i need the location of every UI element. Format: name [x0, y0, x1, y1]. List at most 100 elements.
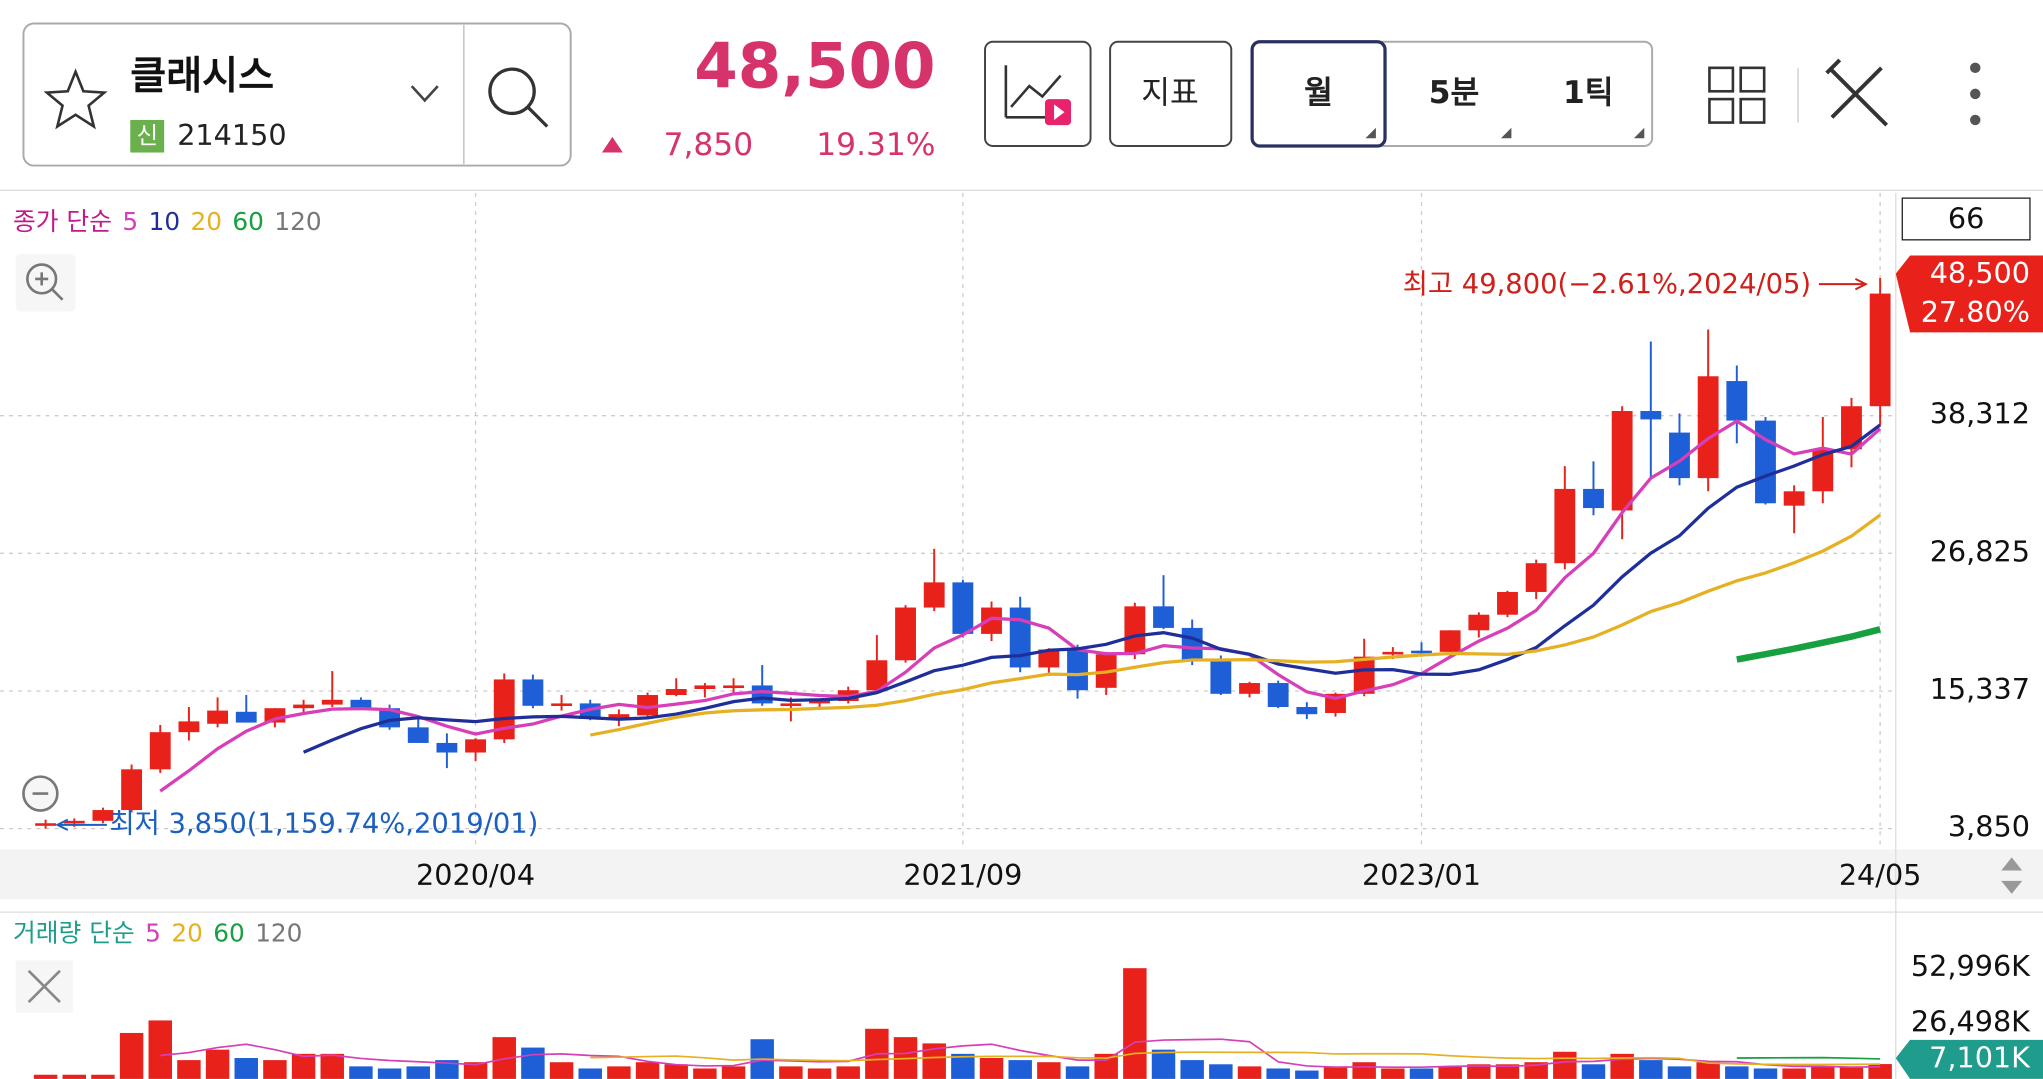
candle-body: [637, 695, 658, 716]
corner-marks: [1365, 127, 1645, 139]
legend-period: 5: [145, 918, 161, 947]
candle-body: [1124, 606, 1146, 655]
last-price-tag: [1895, 255, 2043, 333]
x-tick-label: 2021/09: [903, 858, 1022, 892]
volume-bar: [607, 1066, 631, 1079]
volume-bar: [836, 1066, 860, 1079]
volume-bar: [177, 1060, 201, 1079]
month-button[interactable]: [1250, 40, 1387, 148]
candle-body: [751, 685, 773, 704]
legend-period: 120: [255, 918, 302, 947]
month-label: 월: [1304, 75, 1333, 111]
volume-bar: [807, 1068, 832, 1079]
legend-label: 종가 단순: [13, 207, 112, 236]
candle-body: [350, 699, 372, 709]
volume-ma: [160, 1038, 1881, 1069]
candle-body: [1841, 406, 1862, 450]
candle-body: [1812, 449, 1834, 492]
legend-period: 20: [191, 207, 223, 236]
y-tick-label: 15,337: [1930, 672, 2030, 706]
candle-body: [1497, 591, 1518, 615]
volume-bar: [664, 1064, 688, 1079]
candle-body: [1411, 650, 1432, 654]
candle-body: [1181, 627, 1203, 662]
close-volume[interactable]: [15, 960, 73, 1013]
layout-icon[interactable]: [1708, 66, 1766, 124]
zoom-out[interactable]: [22, 775, 59, 812]
volume-bar: [1065, 1066, 1090, 1079]
volume-bar: [1639, 1060, 1663, 1079]
x-axis-band: [0, 849, 2043, 900]
current-price: 48,500: [694, 30, 935, 103]
volume-bar: [62, 1074, 86, 1079]
legend-period: 60: [213, 918, 244, 947]
candle-body: [235, 711, 257, 723]
candle-body: [923, 582, 945, 608]
volume-bar: [1323, 1066, 1348, 1079]
volume-bar: [1839, 1066, 1864, 1079]
candle-body: [1153, 606, 1174, 628]
candle-body: [1869, 293, 1891, 407]
volume-bar: [1782, 1068, 1806, 1079]
favorite-icon[interactable]: [43, 68, 108, 130]
volume-bar: [1295, 1070, 1319, 1079]
scale-toggle[interactable]: [2001, 857, 2023, 894]
volume-bar: [1753, 1068, 1778, 1079]
candle-body: [1267, 683, 1289, 707]
candle-body: [149, 732, 171, 770]
min5-label: 5분: [1429, 75, 1480, 111]
x-tick-label: 2020/04: [416, 858, 535, 892]
volume-last-label: 7,101K: [1929, 1040, 2031, 1074]
volume-bar: [320, 1053, 344, 1079]
volume-bar: [1524, 1062, 1548, 1079]
count-box[interactable]: [1901, 197, 2031, 241]
volume-ma: [1736, 1056, 1881, 1060]
volume-bar: [1553, 1051, 1577, 1079]
indicator-button[interactable]: [1109, 40, 1233, 147]
more-icon[interactable]: [1970, 62, 1981, 126]
volume-bar: [521, 1047, 545, 1079]
volume-bar: [979, 1058, 1004, 1079]
play-tri: [1054, 104, 1065, 120]
volume-bar: [234, 1058, 258, 1079]
volume-bar: [33, 1074, 58, 1079]
zoom-in[interactable]: [15, 254, 76, 312]
volume-bar: [119, 1032, 144, 1079]
candle-body: [866, 660, 888, 691]
badge-bg: [130, 119, 165, 153]
tools-icon[interactable]: [1825, 58, 1889, 127]
candle-body: [207, 710, 229, 724]
candle-body: [1439, 630, 1461, 652]
up-arrow: [601, 136, 623, 153]
volume-bar: [1696, 1062, 1720, 1079]
candle-body: [1697, 376, 1719, 479]
volume-bar: [349, 1066, 373, 1079]
candle-body: [1067, 649, 1088, 691]
candle-body: [493, 679, 515, 740]
volume-bar: [549, 1062, 574, 1079]
y-tick-label: 3,850: [1948, 810, 2030, 844]
candle-body: [1640, 411, 1662, 420]
moving-average: [589, 513, 1882, 737]
candle-body: [1353, 656, 1375, 694]
high-arrow: [1818, 278, 1868, 291]
candle-body: [1583, 488, 1604, 509]
legend-period: 120: [274, 207, 321, 236]
search-handle: [526, 105, 549, 128]
volume-bar: [463, 1062, 488, 1079]
candle-body: [1239, 683, 1260, 694]
candle-body: [1210, 661, 1232, 694]
legend-period: 20: [171, 918, 202, 947]
legend-period: 5: [122, 207, 138, 236]
price-legend: 종가 단순 5 10 20 60 120: [13, 207, 322, 236]
search-icon[interactable]: [488, 67, 536, 116]
low-annotation: 최저 3,850(1,159.74%,2019/01): [109, 808, 538, 839]
last-price-label: 48,500: [1930, 256, 2030, 290]
volume-bar: [1495, 1064, 1520, 1079]
volume-bar: [1467, 1064, 1491, 1079]
volume-bar: [205, 1049, 230, 1079]
dropdown-icon[interactable]: [410, 85, 439, 103]
volume-bar: [263, 1060, 287, 1079]
candle-body: [35, 823, 57, 826]
